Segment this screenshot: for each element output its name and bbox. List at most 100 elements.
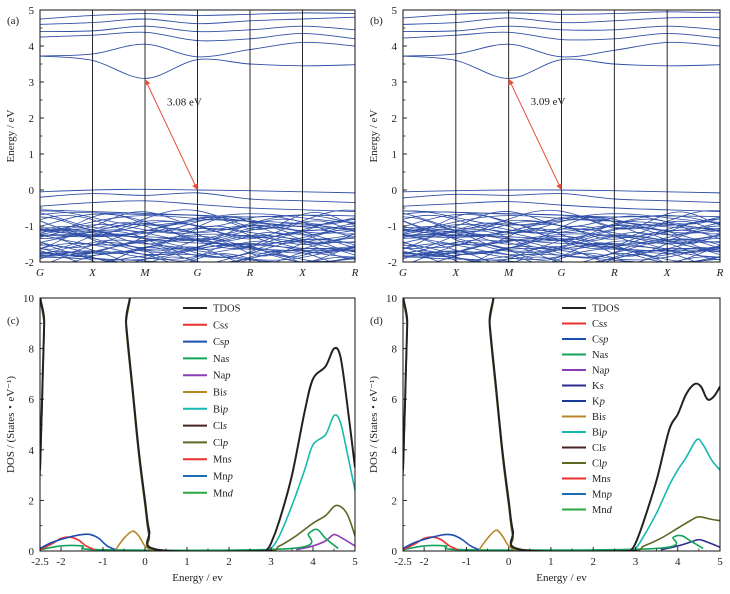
- legend-orbital: s: [600, 381, 604, 392]
- k-point-label: R: [610, 267, 618, 279]
- legend-entry: Nas: [592, 350, 608, 361]
- dos-series-cl-p: [40, 298, 355, 551]
- legend-orbital: s: [602, 412, 606, 423]
- legend-element: Na: [592, 366, 605, 377]
- dos-series-bi-s: [114, 530, 154, 551]
- x-axis-label: Energy / ev: [536, 572, 587, 584]
- k-point-label: G: [399, 267, 407, 279]
- y-tick-label: 4: [392, 445, 398, 457]
- band-gap-annotation: 3.09 eV: [531, 96, 566, 108]
- legend-orbital: s: [225, 354, 229, 365]
- k-point-label: M: [139, 267, 150, 279]
- dos-series-bi-p: [626, 438, 720, 551]
- dos-series-cs-p: [40, 533, 116, 551]
- y-tick-label: 2: [29, 113, 35, 125]
- legend-element: Mn: [592, 474, 607, 485]
- panel-label: (c): [7, 315, 20, 327]
- panel-label: (d): [370, 315, 383, 327]
- legend-orbital: s: [607, 474, 611, 485]
- dos-series-k-s: [660, 538, 720, 551]
- y-tick-label: 5: [29, 5, 35, 17]
- legend-entry: Mns: [592, 474, 611, 485]
- x-tick-label: 0: [142, 556, 148, 568]
- k-point-label: G: [558, 267, 566, 279]
- y-tick-label: 0: [392, 185, 398, 197]
- y-tick-label: 0: [392, 546, 398, 558]
- legend-entry: Ks: [592, 381, 604, 392]
- legend-element: Cs: [213, 320, 224, 331]
- legend-element: TDOS: [592, 304, 620, 315]
- legend-orbital: s: [602, 443, 606, 454]
- gap-arrowhead: [192, 183, 198, 190]
- dos-series-na-s: [403, 534, 704, 551]
- legend-orbital: p: [603, 366, 609, 377]
- legend-element: Cs: [592, 335, 603, 346]
- legend-entry: Mnp: [213, 472, 233, 483]
- legend-element: TDOS: [213, 304, 241, 315]
- k-point-label: X: [88, 267, 97, 279]
- y-axis-label: Energy / eV: [5, 109, 17, 162]
- y-tick-label: 2: [392, 495, 398, 507]
- y-tick-label: 2: [29, 495, 35, 507]
- legend-orbital: s: [223, 421, 227, 432]
- legend-entry: Bis: [213, 388, 227, 399]
- x-tick-label: 5: [717, 556, 723, 568]
- band-panel-1: -2 -1 0 1 2 3 4 5 G X M G R X R Energy / eV (b) 3.09 eV: [368, 5, 724, 279]
- legend-element: Mn: [213, 472, 228, 483]
- k-point-label: G: [194, 267, 202, 279]
- legend-element: Bi: [213, 388, 223, 399]
- dos-series-cs-p: [403, 533, 480, 551]
- legend-element: Mn: [592, 505, 607, 516]
- legend-orbital: p: [606, 490, 612, 501]
- legend-orbital: p: [222, 404, 228, 415]
- legend-orbital: d: [607, 505, 613, 516]
- x-tick-label: -2.5: [394, 556, 412, 568]
- x-tick-label: 5: [352, 556, 358, 568]
- legend-orbital: p: [223, 337, 229, 348]
- k-point-label: R: [246, 267, 254, 279]
- y-tick-label: 4: [392, 41, 398, 53]
- legend-element: K: [592, 397, 600, 408]
- legend-entry: Bis: [592, 412, 606, 423]
- legend-entry: TDOS: [213, 304, 241, 315]
- legend-orbital: s: [224, 320, 228, 331]
- y-axis-label: Energy / eV: [368, 109, 380, 162]
- legend-entry: Mnd: [213, 488, 234, 499]
- legend-entry: Csp: [213, 337, 229, 348]
- legend-element: K: [592, 381, 600, 392]
- k-point-label: R: [716, 267, 724, 279]
- legend-orbital: p: [602, 335, 608, 346]
- y-tick-label: -1: [25, 221, 34, 233]
- legend-element: Cl: [213, 421, 223, 432]
- dos-curves: [403, 298, 720, 551]
- y-tick-label: 5: [392, 5, 398, 17]
- x-tick-label: -1: [98, 556, 107, 568]
- legend-entry: Mnd: [592, 505, 613, 516]
- dos-series-cl-p: [403, 298, 720, 551]
- legend-orbital: p: [601, 459, 607, 470]
- band-gap-annotation: 3.08 eV: [167, 96, 202, 108]
- dos-series-bi-p: [262, 414, 355, 551]
- panel-label: (a): [7, 15, 20, 27]
- gap-arrow-line: [144, 78, 198, 191]
- y-tick-label: 2: [392, 113, 398, 125]
- legend-element: Mn: [592, 490, 607, 501]
- legend-entry: Css: [213, 320, 228, 331]
- legend-orbital: s: [604, 350, 608, 361]
- legend-element: Bi: [592, 428, 602, 439]
- gap-arrowhead: [144, 79, 151, 86]
- x-tick-label: 1: [548, 556, 554, 568]
- dos-series-bi-s: [478, 529, 518, 551]
- k-point-label: X: [451, 267, 460, 279]
- y-tick-label: -1: [388, 221, 397, 233]
- legend-entry: Clp: [213, 438, 228, 449]
- legend-orbital: s: [223, 388, 227, 399]
- y-tick-label: 3: [392, 77, 398, 89]
- x-tick-label: 4: [675, 556, 681, 568]
- panel-label: (b): [370, 15, 383, 27]
- legend-entry: Clp: [592, 459, 607, 470]
- x-axis-label: Energy / ev: [172, 572, 223, 584]
- legend-orbital: p: [227, 472, 233, 483]
